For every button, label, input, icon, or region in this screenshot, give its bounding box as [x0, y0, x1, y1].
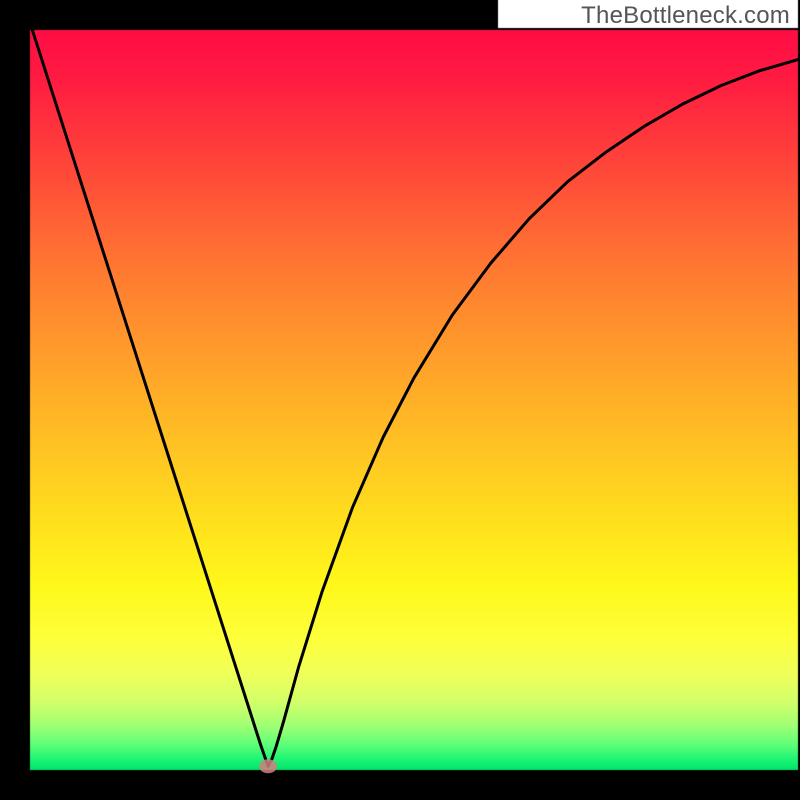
bottleneck-curve — [30, 23, 798, 767]
watermark-text: TheBottleneck.com — [581, 2, 790, 30]
chart-container: TheBottleneck.com — [0, 0, 800, 800]
curve-layer — [0, 0, 800, 800]
minimum-marker — [259, 759, 277, 773]
